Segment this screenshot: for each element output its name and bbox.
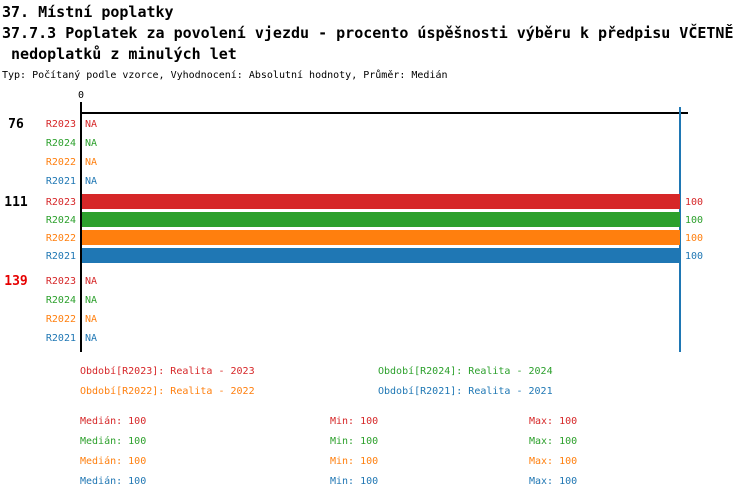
series-label: R2023 — [45, 197, 76, 208]
legend-item: Období[R2021]: Realita - 2021 — [378, 386, 553, 397]
indicator-title-continued: nedoplatků z minulých let — [2, 45, 237, 63]
report-header: 37. Místní poplatky 37.7.3 Poplatek za p… — [2, 2, 734, 83]
indicator-title: 37.7.3 Poplatek za povolení vjezdu - pro… — [2, 24, 734, 42]
group-label: 76 — [8, 117, 24, 132]
chart-row: R2024 NA — [0, 291, 750, 310]
chart-row: R2021 NA — [0, 172, 750, 191]
bar-track — [82, 194, 680, 209]
value-bar — [82, 194, 680, 209]
chart-row: R2022 NA — [0, 310, 750, 329]
x-axis-line — [80, 112, 688, 114]
bar-track — [82, 230, 680, 245]
na-value: NA — [85, 314, 98, 325]
chart-row: R2022 100 — [0, 229, 750, 248]
series-label: R2022 — [45, 233, 76, 244]
y-axis-line — [80, 102, 82, 352]
legend-item: Období[R2023]: Realita - 2023 — [80, 366, 255, 377]
stat-max: Max: 100 — [529, 436, 578, 447]
series-label: R2022 — [45, 314, 76, 325]
chart-row: R2024 100 — [0, 211, 750, 230]
chart-row: R2024 NA — [0, 134, 750, 153]
chart-row: R2021 100 — [0, 247, 750, 266]
chart-row: R2023 100 — [0, 193, 750, 212]
series-label: R2024 — [45, 295, 76, 306]
stat-median: Medián: 100 — [80, 456, 147, 467]
stat-min: Min: 100 — [330, 436, 379, 447]
stat-min: Min: 100 — [330, 476, 379, 487]
stat-min: Min: 100 — [330, 456, 379, 467]
chart-row: R2022 NA — [0, 153, 750, 172]
stat-median: Medián: 100 — [80, 476, 147, 487]
series-label: R2024 — [45, 138, 76, 149]
stat-min: Min: 100 — [330, 416, 379, 427]
bar-track — [82, 212, 680, 227]
series-label: R2023 — [45, 119, 76, 130]
na-value: NA — [85, 157, 98, 168]
na-value: NA — [85, 295, 98, 306]
series-label: R2021 — [45, 251, 76, 262]
series-label: R2023 — [45, 276, 76, 287]
bar-value-label: 100 — [685, 251, 704, 262]
axis-tick-zero: 0 — [77, 90, 85, 101]
stat-median: Medián: 100 — [80, 436, 147, 447]
value-bar — [82, 212, 680, 227]
na-value: NA — [85, 276, 98, 287]
chart-row: R2021 NA — [0, 329, 750, 348]
chart-row: R2023 NA — [0, 115, 750, 134]
series-label: R2021 — [45, 333, 76, 344]
legend-item: Období[R2024]: Realita - 2024 — [378, 366, 553, 377]
na-value: NA — [85, 176, 98, 187]
series-label: R2021 — [45, 176, 76, 187]
na-value: NA — [85, 119, 98, 130]
horizontal-bar-chart: 0 76 R2023 NA R2024 NA R2022 NA R2021 NA… — [0, 90, 750, 352]
chapter-title: 37. Místní poplatky — [2, 3, 174, 21]
na-value: NA — [85, 138, 98, 149]
stat-max: Max: 100 — [529, 456, 578, 467]
bar-value-label: 100 — [685, 233, 704, 244]
chart-row: R2023 NA — [0, 272, 750, 291]
bar-value-label: 100 — [685, 215, 704, 226]
value-bar — [82, 230, 680, 245]
legend-item: Období[R2022]: Realita - 2022 — [80, 386, 255, 397]
na-value: NA — [85, 333, 98, 344]
series-label: R2022 — [45, 157, 76, 168]
median-reference-line — [679, 107, 681, 352]
stat-max: Max: 100 — [529, 416, 578, 427]
value-bar — [82, 248, 680, 263]
stat-max: Max: 100 — [529, 476, 578, 487]
indicator-subtitle: Typ: Počítaný podle vzorce, Vyhodnocení:… — [2, 70, 448, 81]
series-label: R2024 — [45, 215, 76, 226]
bar-value-label: 100 — [685, 197, 704, 208]
group-label: 111 — [4, 195, 28, 210]
bar-track — [82, 248, 680, 263]
group-label: 139 — [4, 274, 28, 289]
stat-median: Medián: 100 — [80, 416, 147, 427]
